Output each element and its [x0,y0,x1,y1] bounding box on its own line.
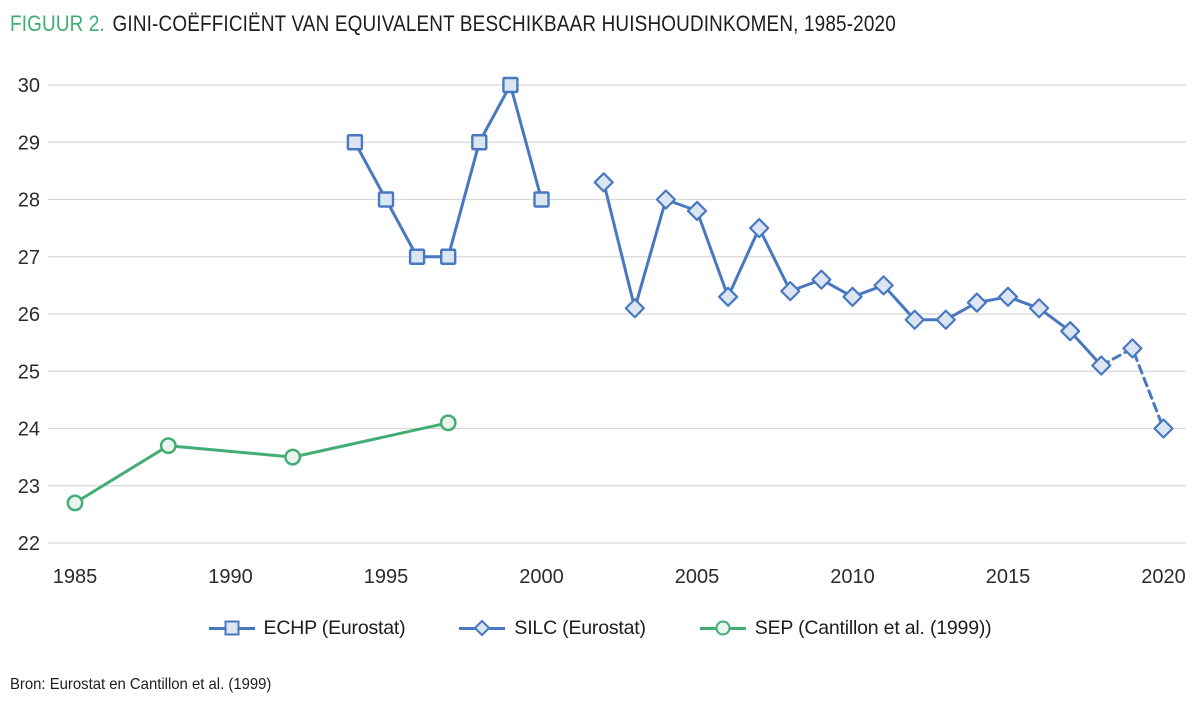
series-sep-marker [159,437,177,455]
series-echp-marker [533,191,550,208]
series-echp-line [353,83,543,259]
series-silc-marker [686,200,708,222]
source-note: Bron: Eurostat en Cantillon et al. (1999… [10,676,272,693]
chart-legend: ECHP (Eurostat) SILC (Eurostat) SEP (Canti… [0,613,1200,643]
legend-circle-marker-icon [699,618,746,638]
y-axis-tick-label: 30 [18,75,40,97]
gini-line-chart: 22 23 24 25 26 27 28 29 30 1985 1990 1995 2000 2005 20… [18,75,1186,588]
series-sep-marker [439,414,457,432]
x-axis-tick-label: 1990 [208,566,253,588]
series-sep-line [73,421,450,505]
series-silc-marker [717,286,739,307]
series-silc-marker [842,286,863,307]
y-axis-tick-label: 27 [18,247,40,269]
x-axis-tick-label: 2015 [986,566,1031,588]
y-axis-tick-label: 28 [18,190,40,212]
series-silc-line [602,180,1103,367]
series-sep-marker [66,494,84,512]
x-axis-tick-label: 1985 [53,566,98,588]
series-silc-line-dashed [1099,346,1165,430]
series-silc-marker [749,218,770,239]
y-axis-tick-label: 26 [18,304,40,326]
series-echp-marker [377,191,395,208]
legend-diamond-marker-icon [459,618,506,638]
series-silc-marker [624,298,645,319]
legend-label-silc: SILC (Eurostat) [514,616,646,639]
series-silc-marker [1091,355,1112,376]
series-echp-marker [440,248,457,265]
x-axis-tick-label: 2010 [830,566,875,588]
series-silc-marker [811,269,832,290]
series-silc-marker [935,309,956,330]
legend-item-echp: ECHP (Eurostat) [208,616,406,640]
series-silc-marker [1028,298,1050,319]
series-silc-marker [1153,418,1174,439]
series-silc-marker [873,275,894,296]
x-axis-tick-label: 2020 [1141,566,1186,588]
y-axis-tick-label: 25 [18,361,40,383]
series-silc-marker [1060,321,1081,342]
legend-square-marker-icon [208,618,255,638]
series-echp-marker [346,134,364,151]
series-echp-marker [408,248,426,265]
series-echp-marker [471,134,488,151]
series-silc-marker [780,281,801,302]
x-axis-tick-label: 2005 [675,566,720,588]
y-axis-tick-label: 23 [18,476,40,498]
series-silc-marker [997,286,1019,307]
legend-label-sep: SEP (Cantillon et al. (1999)) [754,616,992,639]
figure-title: FIGUUR 2. GINI-COËFFICIËNT VAN EQUIVALENT… [10,11,896,37]
series-sep-marker [284,448,302,466]
y-axis-tick-label: 29 [18,132,40,154]
series-silc-marker [966,292,988,313]
series-silc-marker [904,309,925,330]
y-axis-tick-label: 22 [18,533,40,555]
legend-item-sep: SEP (Cantillon et al. (1999)) [699,616,992,640]
legend-label-echp: ECHP (Eurostat) [263,616,406,639]
series-silc-marker [593,172,614,193]
legend-item-silc: SILC (Eurostat) [459,616,646,640]
series-echp-marker [502,76,519,94]
figure-title-text: GINI-COËFFICIËNT VAN EQUIVALENT BESCHIKB… [112,11,896,36]
x-axis-tick-label: 2000 [519,566,564,588]
x-axis-tick-label: 1995 [364,566,409,588]
series-silc-marker [655,189,677,210]
figure-number-label: FIGUUR 2. [10,11,105,36]
series-silc-marker [1122,338,1143,359]
y-axis-tick-label: 24 [18,419,40,441]
